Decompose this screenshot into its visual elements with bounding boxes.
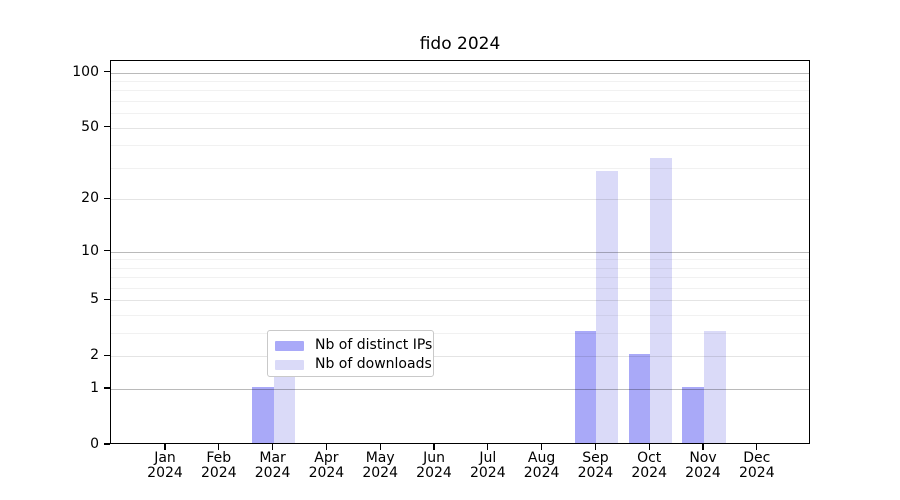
y-tick-0 bbox=[104, 443, 110, 445]
y-tick-label-2: 2 bbox=[90, 347, 99, 364]
legend-row-distinct-ips: Nb of distinct IPs bbox=[275, 336, 433, 355]
x-tick-label-nov-2024: Nov 2024 bbox=[685, 450, 721, 481]
y-tick-label-10: 10 bbox=[81, 242, 99, 259]
y-tick-100 bbox=[104, 70, 110, 73]
y-tick-label-0: 0 bbox=[90, 436, 99, 452]
bar-nb-of-distinct-ips-sep-2024 bbox=[574, 331, 597, 443]
x-tick-oct-2024 bbox=[648, 444, 650, 450]
legend: Nb of distinct IPs Nb of downloads bbox=[267, 330, 434, 377]
bar-nb-of-downloads-sep-2024 bbox=[596, 171, 618, 443]
bar-nb-of-distinct-ips-nov-2024 bbox=[682, 387, 704, 443]
x-tick-label-jan-2024: Jan 2024 bbox=[147, 450, 183, 481]
y-tick-50 bbox=[104, 126, 110, 128]
x-tick-aug-2024 bbox=[541, 444, 543, 450]
x-tick-label-sep-2024: Sep 2024 bbox=[577, 450, 614, 481]
y-tick-label-20: 20 bbox=[81, 190, 99, 207]
y-tick-5 bbox=[104, 298, 110, 300]
legend-label-distinct-ips: Nb of distinct IPs bbox=[315, 337, 433, 353]
legend-label-downloads: Nb of downloads bbox=[315, 356, 432, 372]
x-tick-label-dec-2024: Dec 2024 bbox=[738, 450, 775, 481]
x-tick-nov-2024 bbox=[702, 444, 704, 450]
x-tick-jan-2024 bbox=[164, 444, 166, 450]
y-tick-20 bbox=[104, 197, 110, 199]
x-tick-mar-2024 bbox=[272, 444, 274, 450]
bar-nb-of-distinct-ips-oct-2024 bbox=[628, 354, 651, 443]
x-tick-dec-2024 bbox=[756, 444, 758, 450]
x-tick-jul-2024 bbox=[487, 444, 489, 450]
x-tick-sep-2024 bbox=[594, 444, 596, 450]
legend-swatch-downloads bbox=[275, 359, 304, 370]
x-tick-label-apr-2024: Apr 2024 bbox=[308, 450, 345, 481]
chart-title: fido 2024 bbox=[419, 34, 501, 54]
x-tick-feb-2024 bbox=[218, 444, 220, 450]
y-tick-label-100: 100 bbox=[72, 63, 99, 80]
x-tick-label-jun-2024: Jun 2024 bbox=[416, 450, 452, 481]
bars-layer bbox=[111, 61, 809, 443]
x-tick-label-feb-2024: Feb 2024 bbox=[200, 450, 237, 481]
bar-nb-of-downloads-oct-2024 bbox=[650, 158, 672, 443]
y-tick-2 bbox=[104, 354, 110, 356]
bar-nb-of-downloads-nov-2024 bbox=[704, 331, 726, 443]
y-tick-label-50: 50 bbox=[81, 118, 99, 135]
x-tick-label-aug-2024: Aug 2024 bbox=[523, 450, 560, 481]
legend-row-downloads: Nb of downloads bbox=[275, 355, 433, 374]
x-tick-apr-2024 bbox=[325, 444, 327, 450]
x-tick-label-may-2024: May 2024 bbox=[362, 450, 398, 481]
bar-nb-of-distinct-ips-mar-2024 bbox=[252, 387, 274, 443]
plot-area bbox=[110, 60, 810, 444]
y-tick-1 bbox=[104, 387, 110, 389]
x-tick-label-oct-2024: Oct 2024 bbox=[631, 450, 667, 481]
y-tick-10 bbox=[104, 249, 110, 252]
y-tick-label-5: 5 bbox=[90, 291, 99, 308]
x-tick-label-mar-2024: Mar 2024 bbox=[254, 450, 291, 481]
x-tick-jun-2024 bbox=[433, 444, 435, 450]
x-tick-may-2024 bbox=[379, 444, 381, 450]
legend-swatch-distinct-ips bbox=[275, 340, 304, 351]
y-tick-label-1: 1 bbox=[90, 380, 99, 397]
x-tick-label-jul-2024: Jul 2024 bbox=[469, 450, 506, 481]
